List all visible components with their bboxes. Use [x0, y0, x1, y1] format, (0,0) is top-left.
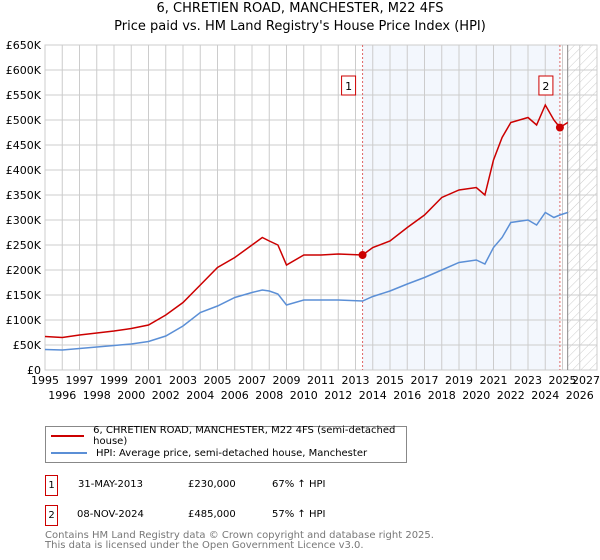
transaction-hpi: 67% ↑ HPI — [272, 479, 326, 490]
transaction-price: £485,000 — [188, 509, 236, 520]
transaction-row: 1 31-MAY-2013 £230,000 67% ↑ HPI — [45, 475, 445, 497]
x-tick-label: 2000 — [117, 389, 145, 402]
y-tick-label: £450K — [6, 139, 42, 152]
transaction-price: £230,000 — [188, 479, 236, 490]
x-tick-label: 2018 — [428, 389, 456, 402]
y-tick-label: £0 — [27, 364, 41, 377]
x-tick-label: 2005 — [204, 374, 232, 387]
x-tick-label: 2013 — [342, 374, 370, 387]
x-tick-label: 2024 — [531, 389, 559, 402]
legend-item-property: 6, CHRETIEN ROAD, MANCHESTER, M22 4FS (s… — [46, 425, 406, 447]
chart-title: 6, CHRETIEN ROAD, MANCHESTER, M22 4FS — [156, 1, 444, 16]
legend-swatch-blue — [51, 452, 87, 454]
x-tick-label: 1997 — [66, 374, 94, 387]
x-tick-label: 2027 — [572, 374, 600, 387]
x-tick-label: 2014 — [359, 389, 387, 402]
transaction-badge: 2 — [45, 505, 58, 526]
hpi-line — [44, 211, 568, 351]
transaction-hpi: 57% ↑ HPI — [272, 509, 326, 520]
sale-badge — [538, 75, 554, 96]
x-tick-label: 1995 — [31, 374, 59, 387]
footer: Contains HM Land Registry data © Crown c… — [45, 531, 434, 551]
x-tick-label: 1998 — [83, 389, 111, 402]
y-tick-label: £50K — [13, 339, 42, 352]
y-tick-label: £250K — [6, 239, 42, 252]
sale-badge — [341, 75, 357, 96]
y-tick-label: £400K — [6, 164, 42, 177]
y-tick-label: £550K — [6, 89, 42, 102]
y-tick-label: £650K — [6, 39, 42, 52]
x-tick-label: 2008 — [255, 389, 283, 402]
x-tick-label: 2009 — [273, 374, 301, 387]
sale-point — [358, 251, 367, 259]
y-tick-label: £300K — [6, 214, 42, 227]
chart-subtitle: Price paid vs. HM Land Registry's House … — [114, 19, 486, 34]
footer-copyright: Contains HM Land Registry data © Crown c… — [45, 530, 434, 541]
y-tick-label: £150K — [6, 289, 42, 302]
x-tick-label: 1999 — [100, 374, 128, 387]
transaction-date: 31-MAY-2013 — [78, 479, 144, 490]
transaction-badge: 1 — [45, 475, 58, 496]
y-tick-label: £600K — [6, 64, 42, 77]
property-price-line — [44, 103, 569, 339]
sale-point — [555, 123, 564, 132]
x-tick-label: 2022 — [497, 389, 525, 402]
x-tick-label: 2015 — [376, 374, 404, 387]
forecast-hatched-region — [567, 45, 597, 370]
y-tick-label: £500K — [6, 114, 42, 127]
y-tick-label: £350K — [6, 189, 42, 202]
x-tick-label: 2023 — [514, 374, 542, 387]
sale-badge-label: 2 — [542, 80, 549, 93]
price-chart: 1995 1996 1997 1998 1999 2000 2001 2002 2003 2004… — [6, 39, 600, 402]
legend-swatch-red — [51, 435, 85, 437]
x-tick-label: 2025 — [549, 374, 577, 387]
transaction-row: 2 08-NOV-2024 £485,000 57% ↑ HPI — [45, 505, 445, 527]
x-tick-label: 2017 — [411, 374, 439, 387]
x-tick-label: 2011 — [307, 374, 335, 387]
x-tick-label: 2012 — [324, 389, 352, 402]
x-tick-label: 2016 — [393, 389, 421, 402]
transaction-date: 08-NOV-2024 — [77, 509, 144, 520]
legend-item-hpi: HPI: Average price, semi-detached house,… — [46, 445, 367, 461]
plot-frame — [44, 44, 598, 371]
x-tick-label: 2006 — [221, 389, 249, 402]
sale-badge-label: 1 — [345, 80, 352, 93]
x-tick-label: 2020 — [462, 389, 490, 402]
x-tick-label: 1996 — [48, 389, 76, 402]
x-tick-label: 2004 — [186, 389, 214, 402]
x-tick-label: 2001 — [135, 374, 163, 387]
y-tick-label: £200K — [6, 264, 42, 277]
x-tick-label: 2019 — [445, 374, 473, 387]
x-tick-label: 2003 — [169, 374, 197, 387]
x-tick-label: 2002 — [152, 389, 180, 402]
footer-licence: This data is licensed under the Open Gov… — [45, 540, 364, 551]
x-tick-label: 2007 — [238, 374, 266, 387]
ownership-shaded-region — [362, 45, 560, 370]
legend: 6, CHRETIEN ROAD, MANCHESTER, M22 4FS (s… — [45, 425, 407, 463]
x-tick-label: 2026 — [566, 389, 594, 402]
x-tick-label: 2021 — [480, 374, 508, 387]
legend-label: 6, CHRETIEN ROAD, MANCHESTER, M22 4FS (s… — [93, 425, 396, 447]
x-tick-label: 2010 — [290, 389, 318, 402]
y-tick-label: £100K — [6, 314, 42, 327]
legend-label: HPI: Average price, semi-detached house,… — [96, 447, 368, 459]
